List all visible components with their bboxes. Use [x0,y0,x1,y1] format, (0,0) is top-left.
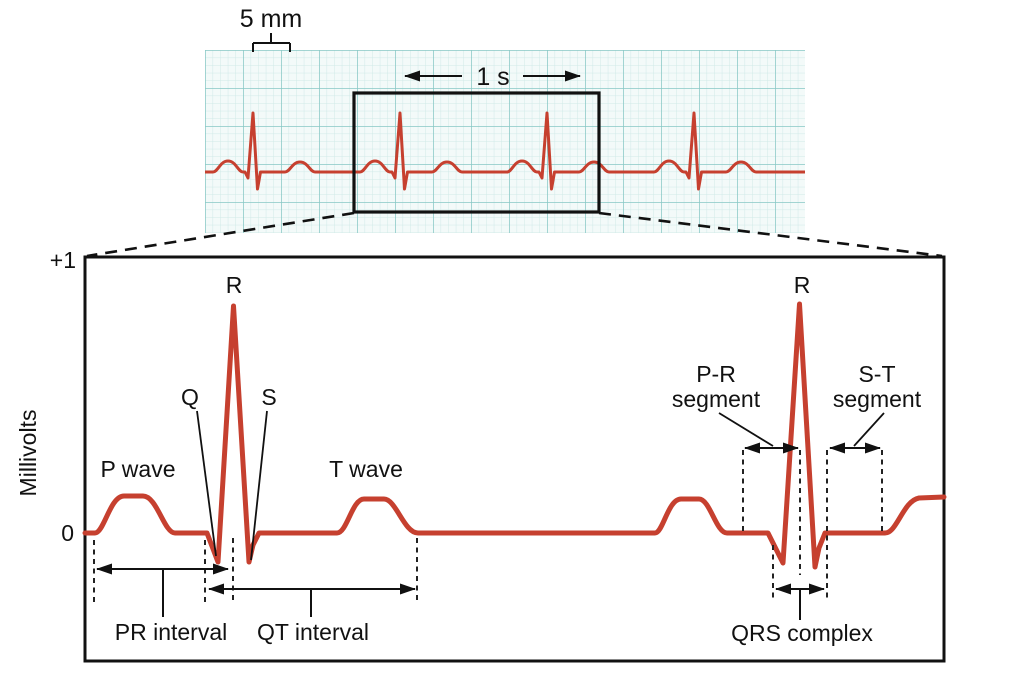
zoom-connector-left [86,211,355,258]
ecg-trace-magnified [82,301,947,570]
magnified-panel: +1 0 Millivolts P wave Q R [15,247,947,663]
q-leader-line [196,410,217,557]
y-axis-title: Millivolts [15,410,41,497]
highlight-rectangle [352,91,601,214]
pr-segment-label-line1: P-R [696,361,736,387]
r-label-right: R [794,272,811,298]
qrs-complex-label: QRS complex [731,620,873,646]
grid-major [205,50,805,233]
st-segment-leader-line [853,412,885,447]
r-label-left: R [226,272,243,298]
y-tick-zero: 0 [61,520,74,546]
pr-segment-label-line2: segment [672,386,761,412]
scale-label: 5 mm [240,5,303,33]
t-wave-label: T wave [329,456,403,482]
st-segment-label-line1: S-T [858,361,895,387]
ecg-paper-strip: 5 mm 1 s [205,5,805,233]
y-tick-plus-one: +1 [50,247,76,273]
zoom-connector-right [598,211,943,258]
panel-border [83,255,946,663]
time-label: 1 s [476,63,509,91]
st-segment-label-line2: segment [833,386,922,412]
ecg-trace-strip [205,111,805,191]
qt-interval-label: QT interval [257,619,369,645]
pr-segment-leader-line [718,412,774,447]
five-mm-bracket [252,33,291,52]
p-wave-label: P wave [100,456,175,482]
pr-interval-label: PR interval [115,619,227,645]
s-leader-line [250,410,268,561]
s-label: S [261,384,276,410]
q-label: Q [181,384,199,410]
